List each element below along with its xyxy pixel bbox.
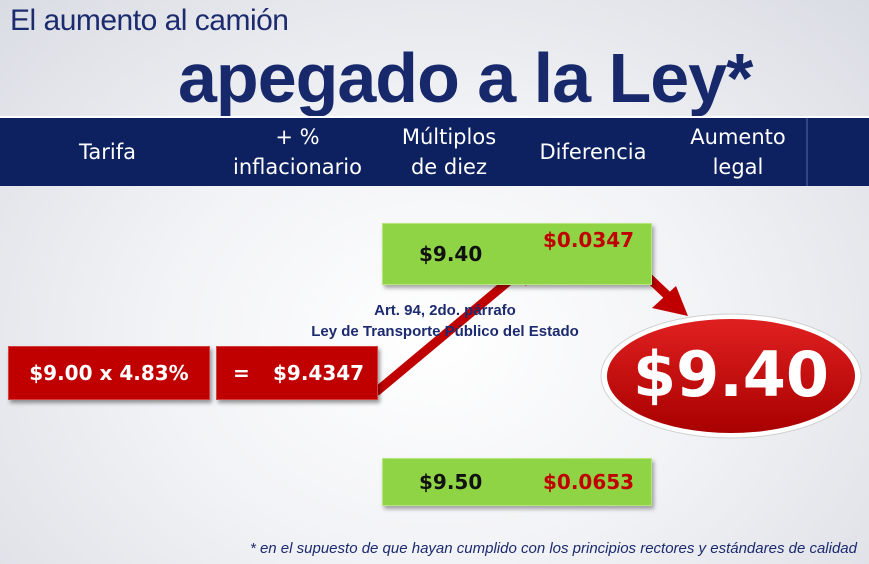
upper-multiple-value: $9.50 [419, 470, 483, 494]
final-fare-value: $9.40 [632, 337, 830, 411]
upper-multiple-box: $9.50 $0.0653 [382, 458, 652, 506]
footnote: * en el supuesto de que hayan cumplido c… [249, 540, 857, 557]
header-tarifa: Tarifa [79, 140, 136, 164]
lower-difference-value: $0.0347 [543, 228, 635, 252]
header-aumento-legal: Aumento legal [690, 125, 786, 179]
title-line-1: El aumento al camión [10, 4, 289, 37]
legal-reference-line-1: Art. 94, 2do. párrafo [374, 302, 516, 319]
lower-multiple-box: $9.40 $0.0347 [382, 223, 652, 285]
equals-sign: = [233, 361, 250, 385]
legal-reference: Art. 94, 2do. párrafo Ley de Transporte … [300, 300, 590, 342]
header-diferencia: Diferencia [539, 140, 647, 164]
title-line-2: apegado a la Ley* [178, 39, 753, 117]
result-value: $9.4347 [273, 361, 365, 385]
header-multiplos: Múltiplos de diez [401, 125, 497, 179]
result-box: = $9.4347 [216, 346, 378, 400]
header-inflacionario: + % inflacionario [233, 125, 362, 179]
base-calculation-text: $9.00 x 4.83% [29, 361, 189, 385]
base-calculation-box: $9.00 x 4.83% [8, 346, 210, 400]
lower-multiple-value: $9.40 [419, 242, 483, 266]
header-separator [806, 118, 808, 186]
header-bar: Tarifa + % inflacionario Múltiplos de di… [0, 116, 869, 186]
legal-reference-line-2: Ley de Transporte Público del Estado [311, 323, 579, 340]
upper-difference-value: $0.0653 [543, 470, 635, 494]
final-fare-ellipse-inner [607, 319, 855, 433]
